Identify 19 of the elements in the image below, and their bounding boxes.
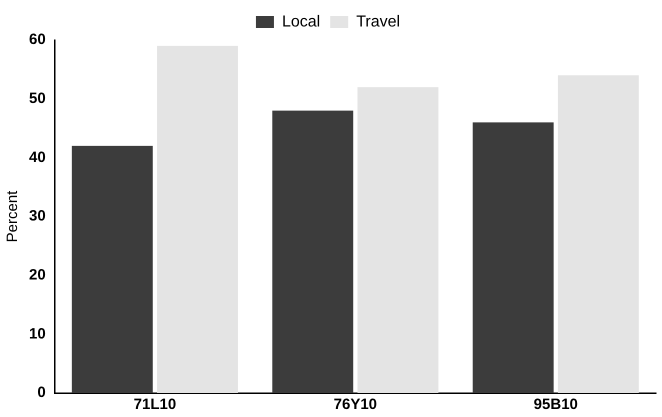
bar (558, 75, 639, 393)
bar (157, 46, 238, 393)
y-tick-label: 50 (28, 90, 46, 107)
legend-label: Travel (356, 13, 400, 30)
y-tick-label: 0 (37, 384, 46, 402)
y-tick-label: 20 (28, 266, 46, 284)
x-tick-label: 76Y10 (334, 396, 378, 414)
y-tick-label: 30 (28, 208, 46, 225)
y-tick-label: 40 (28, 148, 46, 166)
x-tick-label: 71L10 (134, 396, 176, 414)
bar (72, 146, 153, 393)
y-tick-label: 10 (28, 325, 46, 342)
legend-label: Local (282, 13, 320, 30)
y-tick-label: 60 (28, 31, 46, 48)
bar (357, 87, 438, 393)
y-axis-title: Percent (4, 190, 22, 242)
bar (472, 122, 554, 393)
x-tick-label: 95B10 (534, 396, 578, 414)
bar (272, 110, 354, 393)
